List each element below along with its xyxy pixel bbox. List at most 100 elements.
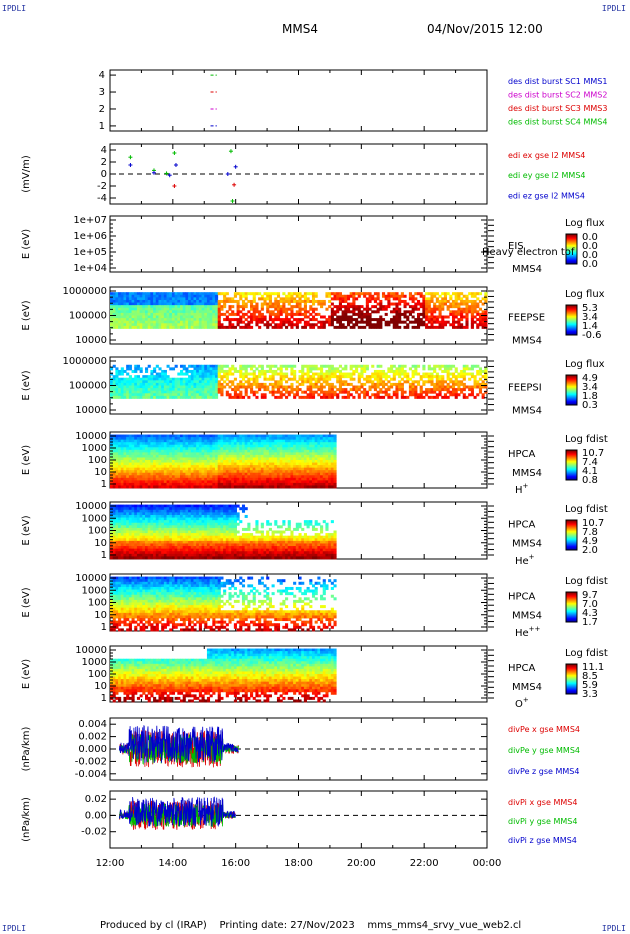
spectrogram-cell [331,478,334,481]
spectrogram-cell [118,465,121,468]
spectrogram-cell [350,365,353,368]
spectrogram-cell [277,367,280,370]
spectrogram-cell [428,321,431,324]
spectrogram-cell [274,440,277,443]
spectrogram-cell [290,468,293,471]
spectrogram-cell [158,386,161,389]
spectrogram-cell [228,450,231,453]
spectrogram-cell [185,478,188,481]
spectrogram-cell [215,452,218,455]
spectrogram-cell [263,463,266,466]
spectrogram-cell [113,468,116,471]
spectrogram-cell [218,370,221,373]
spectrogram-cell [161,297,164,300]
spectrogram-cell [121,295,124,298]
spectrogram-cell [212,391,215,394]
spectrogram-cell [344,391,347,394]
spectrogram-cell [328,396,331,399]
spectrogram-cell [226,326,229,329]
spectrogram-cell [142,386,145,389]
spectrogram-cell [323,455,326,458]
legend-entry: des dist burst SC2 MMS2 [508,90,607,99]
spectrogram-cell [414,305,417,308]
spectrogram-cell [172,463,175,466]
spectrogram-cell [422,308,425,311]
spectrogram-cell [325,473,328,476]
spectrogram-cell [422,303,425,306]
spectrogram-cell [258,478,261,481]
spectrogram-cell [115,396,118,399]
spectrogram-cell [245,435,248,438]
spectrogram-cell [255,305,258,308]
spectrogram-cell [288,365,291,368]
spectrogram-cell [258,383,261,386]
spectrogram-cell [269,391,272,394]
spectrogram-cell [366,378,369,381]
spectrogram-cell [474,386,477,389]
spectrogram-cell [320,450,323,453]
spectrogram-cell [293,300,296,303]
spectrogram-cell [309,483,312,486]
spectrogram-cell [202,303,205,306]
spectrogram-cell [398,300,401,303]
spectrogram-cell [374,292,377,295]
spectrogram-cell [121,367,124,370]
spectrogram-cell [412,375,415,378]
spectrogram-cell [199,470,202,473]
spectrogram-cell [185,445,188,448]
spectrogram-cell [420,303,423,306]
spectrogram-cell [175,318,178,321]
spectrogram-cell [234,378,237,381]
spectrogram-cell [158,485,161,488]
spectrogram-cell [315,437,318,440]
spectrogram-cell [196,470,199,473]
spectrogram-cell [188,393,191,396]
spectrogram-cell [210,460,213,463]
spectrogram-cell [239,478,242,481]
spectrogram-cell [245,380,248,383]
spectrogram-cell [307,442,310,445]
spectrogram-cell [220,478,223,481]
spectrogram-cell [185,457,188,460]
spectrogram-cell [196,460,199,463]
spectrogram-cell [180,455,183,458]
spectrogram-cell [309,323,312,326]
spectrogram-cell [137,465,140,468]
spectrogram-cell [299,445,302,448]
spectrogram-cell [255,310,258,313]
spectrogram-cell [263,480,266,483]
spectrogram-cell [404,373,407,376]
spectrogram-cell [382,396,385,399]
spectrogram-cell [366,365,369,368]
spectrogram-cell [293,442,296,445]
spectrogram-cell [398,367,401,370]
spectrogram-cell [342,305,345,308]
spectrogram-cell [417,292,420,295]
spectrogram-cell [272,445,275,448]
spectrogram-cell [148,455,151,458]
spectrogram-cell [185,465,188,468]
spectrogram-cell [352,365,355,368]
spectrogram-cell [196,391,199,394]
spectrogram-cell [336,380,339,383]
spectrogram-cell [161,455,164,458]
spectrogram-cell [425,375,428,378]
spectrogram-cell [433,391,436,394]
spectrogram-cell [463,303,466,306]
spectrogram-cell [237,457,240,460]
spectrogram-cell [334,310,337,313]
spectrogram-cell [239,297,242,300]
spectrogram-cell [215,321,218,324]
spectrogram-cell [320,396,323,399]
spectrogram-cell [398,375,401,378]
spectrogram-cell [433,370,436,373]
spectrogram-cell [142,305,145,308]
spectrogram-cell [425,391,428,394]
spectrogram-cell [137,457,140,460]
spectrogram-cell [444,370,447,373]
spectrogram-cell [358,386,361,389]
spectrogram-cell [239,465,242,468]
spectrogram-cell [169,380,172,383]
spectrogram-cell [234,370,237,373]
spectrogram-cell [185,367,188,370]
